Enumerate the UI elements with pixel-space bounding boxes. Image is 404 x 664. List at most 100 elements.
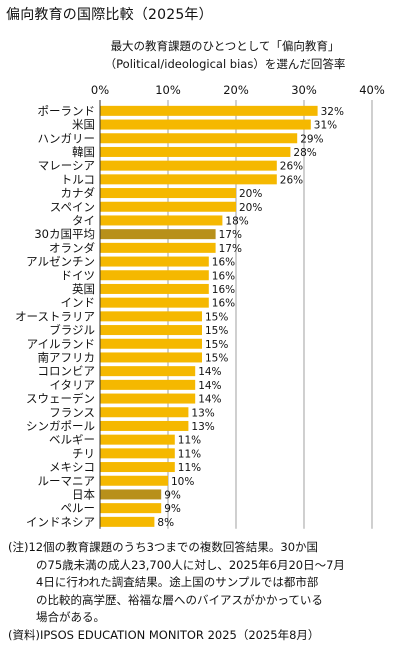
- data-label: 26%: [280, 174, 303, 186]
- chart-subtitle-line1: 最大の教育課題のひとつとして「偏向教育」: [110, 39, 340, 53]
- data-label: 17%: [219, 243, 242, 255]
- data-label: 9%: [164, 503, 181, 515]
- category-label: フランス: [49, 405, 95, 419]
- data-label: 18%: [225, 215, 248, 227]
- category-label: スウェーデン: [26, 392, 95, 406]
- category-label: ポーランド: [38, 104, 96, 118]
- chart-subtitle-line2: （Political/ideological bias）を選んだ回答率: [104, 57, 346, 71]
- source-note: (資料)IPSOS EDUCATION MONITOR 2025（2025年8月…: [8, 628, 320, 642]
- data-label: 16%: [212, 270, 235, 282]
- bar: [100, 297, 209, 308]
- x-tick-label: 20%: [223, 83, 249, 97]
- category-label: インドネシア: [26, 515, 95, 529]
- data-label: 20%: [239, 202, 262, 214]
- bar: [100, 489, 162, 500]
- x-tick-label: 0%: [91, 83, 109, 97]
- bar: [100, 188, 236, 199]
- data-label: 10%: [171, 476, 194, 488]
- category-label: 英国: [72, 282, 95, 296]
- category-label: 米国: [72, 118, 95, 132]
- bar: [100, 379, 196, 390]
- bar: [100, 105, 318, 116]
- data-label: 11%: [178, 448, 201, 460]
- data-label: 29%: [300, 133, 323, 145]
- category-label: ドイツ: [61, 268, 96, 282]
- bar: [100, 160, 277, 171]
- bar: [100, 393, 196, 404]
- data-label: 16%: [212, 257, 235, 269]
- data-label: 9%: [164, 489, 181, 501]
- footnote-line: の比較的高学歴、裕福な層へのバイアスがかかっている: [36, 592, 323, 607]
- footnote: (注)12個の教育課題のうち3つまでの複数回答結果。30か国 の75歳未満の成人…: [8, 539, 400, 627]
- category-label: トルコ: [61, 172, 95, 186]
- footnote-line: 場合がある。: [36, 610, 105, 624]
- category-label: ベルギー: [49, 433, 95, 447]
- category-label: オランダ: [49, 241, 95, 255]
- bar: [100, 516, 155, 527]
- category-label: イタリア: [49, 378, 95, 392]
- category-label: スペイン: [50, 200, 95, 214]
- x-tick-label: 40%: [359, 83, 385, 97]
- category-label: ペルー: [61, 501, 96, 515]
- bar: [100, 366, 196, 377]
- bar: [100, 352, 202, 363]
- bar: [100, 338, 202, 349]
- data-label: 13%: [191, 421, 214, 433]
- data-label: 15%: [205, 352, 228, 364]
- category-label: ブラジル: [49, 323, 95, 337]
- category-label: インド: [61, 296, 96, 310]
- data-label: 11%: [178, 462, 201, 474]
- bar: [100, 215, 223, 226]
- bar: [100, 475, 168, 486]
- bar: [100, 311, 202, 322]
- footnote-line: (注)12個の教育課題のうち3つまでの複数回答結果。30か国: [8, 540, 319, 554]
- data-label: 16%: [212, 284, 235, 296]
- footnote-line: の75歳未満の成人23,700人に対し、2025年6月20日～7月: [36, 557, 345, 572]
- bar: [100, 503, 162, 514]
- data-label: 14%: [198, 366, 221, 378]
- category-label: チリ: [72, 446, 95, 460]
- data-label: 8%: [157, 517, 174, 529]
- bar: [100, 242, 216, 253]
- bar: [100, 256, 209, 267]
- category-label: 韓国: [72, 145, 95, 159]
- bar: [100, 174, 277, 185]
- data-label: 15%: [205, 311, 228, 323]
- bar: [100, 448, 175, 459]
- category-label: ハンガリー: [38, 131, 96, 145]
- category-label: ルーマニア: [38, 474, 96, 488]
- bar: [100, 229, 216, 240]
- x-tick-label: 10%: [155, 83, 181, 97]
- bar: [100, 434, 175, 445]
- data-label: 15%: [205, 325, 228, 337]
- data-label: 14%: [198, 394, 221, 406]
- category-label: 30カ国平均: [34, 227, 95, 241]
- category-label: 南アフリカ: [38, 350, 96, 364]
- data-label: 14%: [198, 380, 221, 392]
- bar: [100, 146, 291, 157]
- category-label: コロンビア: [38, 364, 96, 378]
- data-label: 31%: [314, 120, 337, 132]
- bar: [100, 325, 202, 336]
- bar: [100, 133, 298, 144]
- footnote-line: 4日に行われた調査結果。途上国のサンプルでは都市部: [36, 575, 319, 589]
- bar: [100, 201, 236, 212]
- data-label: 28%: [293, 147, 316, 159]
- data-label: 16%: [212, 298, 235, 310]
- data-label: 20%: [239, 188, 262, 200]
- category-label: 日本: [72, 487, 95, 501]
- data-label: 13%: [191, 407, 214, 419]
- bar: [100, 462, 175, 473]
- bar: [100, 119, 311, 130]
- category-label: マレーシア: [38, 159, 95, 173]
- data-label: 15%: [205, 339, 228, 351]
- bar: [100, 420, 189, 431]
- category-label: メキシコ: [49, 460, 95, 474]
- category-label: アルゼンチン: [26, 255, 95, 269]
- category-label: アイルランド: [27, 337, 95, 351]
- bar: [100, 407, 189, 418]
- bar: [100, 283, 209, 294]
- category-label: カナダ: [61, 186, 96, 200]
- bar-chart: 0% 10% 20% 30% 40% ポーランド 32% 米国 31% ハンガリー 29% 韓国 28%…: [15, 83, 385, 529]
- x-tick-label: 30%: [291, 83, 317, 97]
